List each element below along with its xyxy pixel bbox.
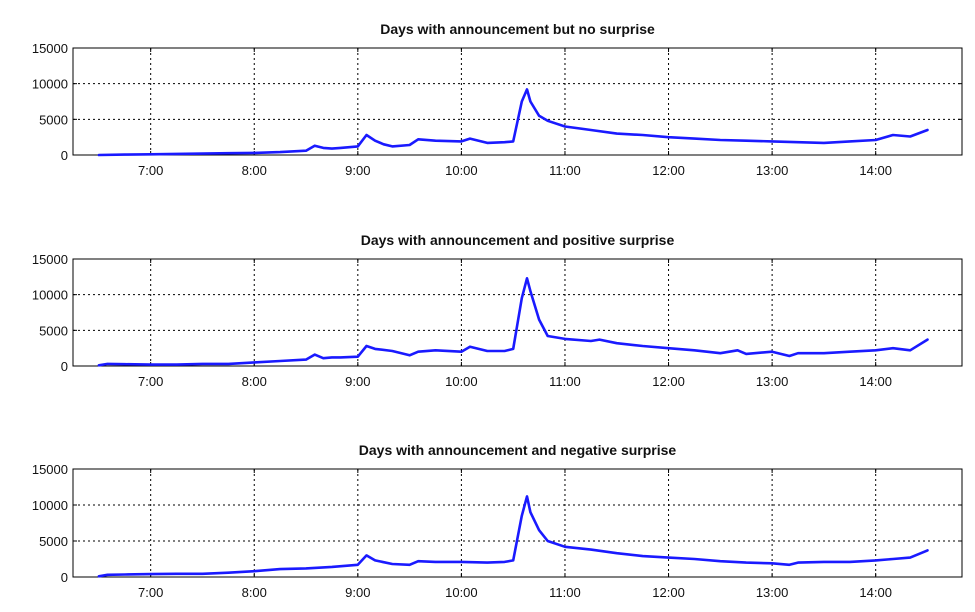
x-tick-label: 8:00 bbox=[242, 374, 267, 389]
plot-frame bbox=[72, 47, 963, 156]
x-tick-label: 9:00 bbox=[345, 163, 370, 178]
x-tick-label: 7:00 bbox=[138, 163, 163, 178]
y-tick-label: 0 bbox=[61, 148, 68, 163]
y-tick-label: 15000 bbox=[32, 252, 68, 267]
chart-title: Days with announcement and positive surp… bbox=[361, 232, 675, 248]
x-tick-label: 10:00 bbox=[445, 585, 478, 600]
y-tick-label: 10000 bbox=[32, 498, 68, 513]
chart-panel-1: Days with announcement but no surprise 7:… bbox=[32, 21, 963, 178]
x-tick-label: 11:00 bbox=[549, 163, 581, 178]
y-tick-label: 5000 bbox=[39, 112, 68, 127]
y-tick-label: 5000 bbox=[39, 323, 68, 338]
x-tick-label: 12:00 bbox=[652, 374, 685, 389]
y-tick-label: 0 bbox=[61, 570, 68, 585]
plot-frame bbox=[72, 258, 963, 367]
x-tick-label: 9:00 bbox=[345, 374, 370, 389]
x-tick-label: 13:00 bbox=[756, 374, 789, 389]
y-tick-label: 15000 bbox=[32, 462, 68, 477]
y-tick-label: 10000 bbox=[32, 77, 68, 92]
chart-panel-3: Days with announcement and negative surp… bbox=[32, 442, 963, 600]
x-tick-label: 10:00 bbox=[445, 374, 478, 389]
x-tick-label: 13:00 bbox=[756, 163, 789, 178]
chart-title: Days with announcement but no surprise bbox=[380, 21, 655, 37]
x-tick-label: 13:00 bbox=[756, 585, 789, 600]
x-tick-label: 14:00 bbox=[859, 163, 892, 178]
x-tick-label: 11:00 bbox=[549, 374, 581, 389]
x-tick-label: 9:00 bbox=[345, 585, 370, 600]
plot-frame bbox=[72, 468, 963, 578]
x-tick-label: 14:00 bbox=[859, 374, 892, 389]
series-line bbox=[97, 88, 929, 157]
y-tick-label: 15000 bbox=[32, 41, 68, 56]
y-tick-label: 5000 bbox=[39, 534, 68, 549]
y-tick-label: 10000 bbox=[32, 288, 68, 303]
x-tick-label: 7:00 bbox=[138, 374, 163, 389]
y-tick-label: 0 bbox=[61, 359, 68, 374]
x-tick-label: 10:00 bbox=[445, 163, 478, 178]
x-tick-label: 12:00 bbox=[652, 163, 685, 178]
chart-title: Days with announcement and negative surp… bbox=[359, 442, 677, 458]
x-tick-label: 8:00 bbox=[242, 163, 267, 178]
x-tick-label: 8:00 bbox=[242, 585, 267, 600]
x-tick-label: 11:00 bbox=[549, 585, 581, 600]
x-tick-label: 12:00 bbox=[652, 585, 685, 600]
x-tick-label: 14:00 bbox=[859, 585, 892, 600]
x-tick-label: 7:00 bbox=[138, 585, 163, 600]
series-line bbox=[97, 276, 929, 367]
chart-panel-2: Days with announcement and positive surp… bbox=[32, 232, 963, 389]
series-line bbox=[97, 495, 929, 578]
